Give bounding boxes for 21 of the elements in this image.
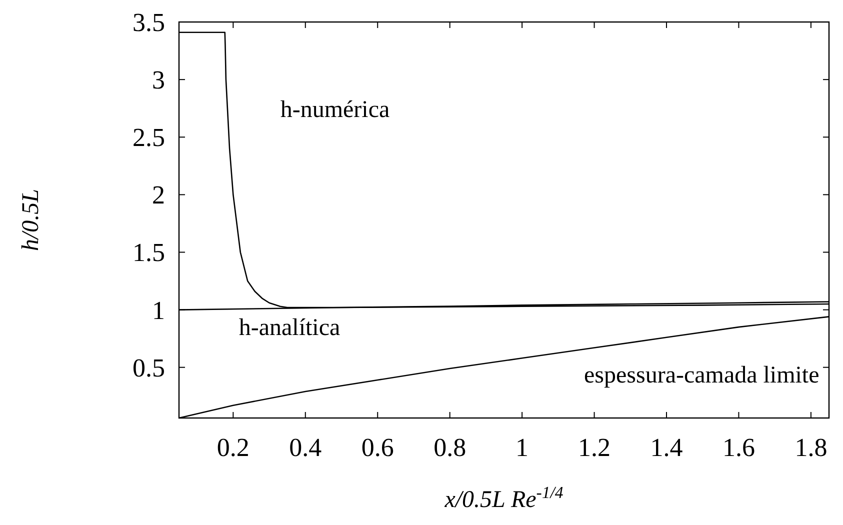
x-tick-label: 0.4 <box>289 433 322 462</box>
x-tick-label: 1 <box>516 433 529 462</box>
x-tick-label: 0.2 <box>216 433 250 462</box>
y-tick-label: 2 <box>152 180 165 210</box>
y-tick-label: 3 <box>152 66 165 95</box>
text: h-numérica <box>280 97 390 124</box>
y-tick-label: 2.5 <box>132 123 165 152</box>
y-tick-label: 3.5 <box>132 8 165 37</box>
y-tick-label: 1.5 <box>132 238 165 268</box>
legend-label: espessura-camada limite <box>584 362 820 388</box>
x-tick-label: 1.2 <box>578 433 611 462</box>
x-tick-label: 0.8 <box>434 433 466 462</box>
x-tick-label: 0.6 <box>361 433 394 462</box>
y-tick-label: 0.5 <box>132 353 165 382</box>
y-axis-title: h/0.5L <box>18 188 44 252</box>
series-label: h-analítica <box>238 314 340 341</box>
x-tick-label: 1.4 <box>650 433 683 462</box>
x-axis-title: x/0.5L Re$^{-1/4}$ <box>444 482 564 513</box>
x-tick-label: 1.6 <box>722 433 755 462</box>
x-tick-label: 1.8 <box>794 433 828 462</box>
y-tick-label: 1 <box>152 296 165 325</box>
